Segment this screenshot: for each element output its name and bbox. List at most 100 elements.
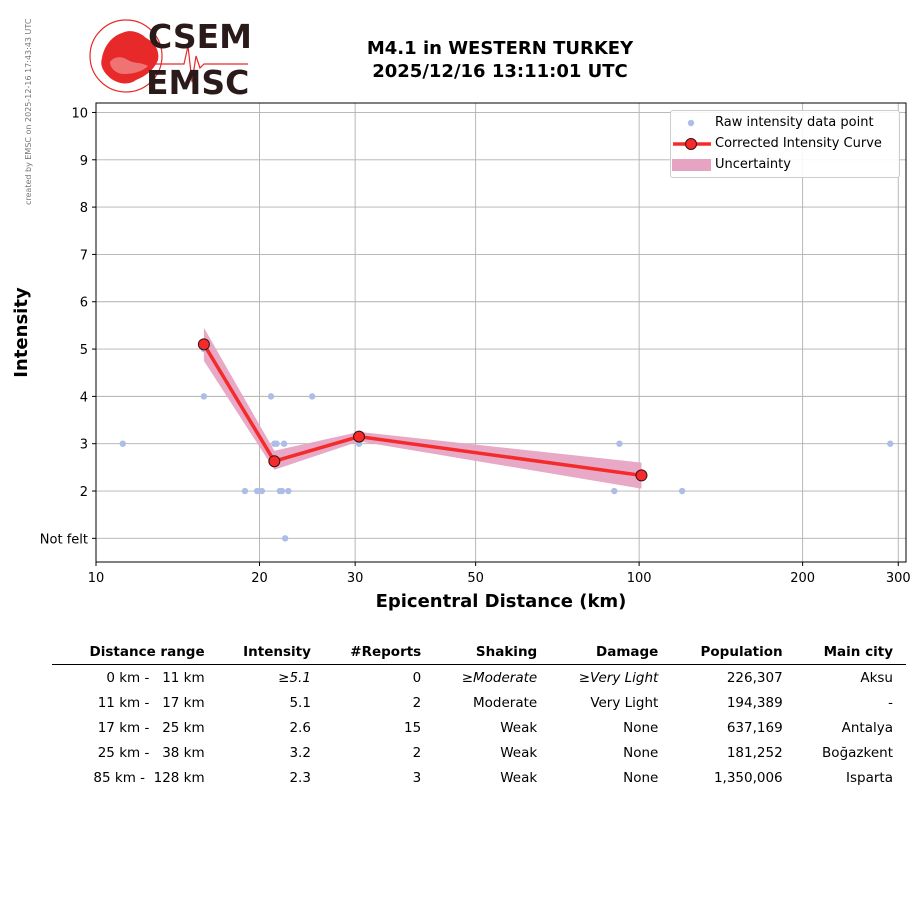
creation-credit: created by EMSC on 2025-12-16 17:43:43 U… <box>24 18 33 205</box>
table-row: 25 km - 38 km 3.2 2 Weak None 181,252 Bo… <box>52 740 906 765</box>
table-row: 85 km - 128 km 2.3 3 Weak None 1,350,006… <box>52 765 906 790</box>
cell-population: 1,350,006 <box>713 769 783 786</box>
x-tick-label: 10 <box>88 571 105 586</box>
raw-data-point <box>308 393 316 400</box>
raw-data-point <box>258 487 266 495</box>
header-distance-range: Distance range <box>89 644 205 660</box>
cell-distance-range: 11 km - 17 km <box>97 694 205 711</box>
cell-population: 181,252 <box>726 744 783 761</box>
raw-data-point <box>616 440 623 447</box>
y-tick-label: 3 <box>80 438 88 453</box>
cell-population: 637,169 <box>726 719 783 736</box>
header-main-city: Main city <box>823 644 893 660</box>
cell-reports: 0 <box>412 669 422 686</box>
header-damage: Damage <box>596 644 659 660</box>
y-tick-label: 10 <box>71 106 88 121</box>
table-row: 11 km - 17 km 5.1 2 Moderate Very Light … <box>52 690 906 715</box>
cell-damage: Very Light <box>590 694 659 711</box>
chart-title-datetime: 2025/12/16 13:11:01 UTC <box>372 61 628 82</box>
raw-points <box>119 345 894 542</box>
legend-label-uncertainty: Uncertainty <box>715 157 791 172</box>
logo-text-emsc: EMSC <box>146 63 249 100</box>
x-axis-label: Epicentral Distance (km) <box>376 591 627 612</box>
legend-symbol-uncertainty <box>672 159 711 171</box>
cell-main-city: Isparta <box>846 769 893 786</box>
raw-data-point <box>273 440 280 447</box>
corrected-curve <box>197 338 648 482</box>
grid <box>95 103 906 562</box>
chart-legend: Raw intensity data point Corrected Inten… <box>670 110 900 178</box>
y-tick-label: 5 <box>80 343 88 358</box>
header-intensity: Intensity <box>243 644 311 660</box>
y-tick-label: 4 <box>80 390 88 405</box>
y-tick-label: Not felt <box>40 532 88 547</box>
cell-population: 226,307 <box>726 669 783 686</box>
y-tick-label: 9 <box>80 154 88 169</box>
cell-damage: None <box>623 719 659 736</box>
x-tick-label: 50 <box>467 571 484 586</box>
raw-data-point <box>281 535 289 542</box>
x-tick-label: 100 <box>627 571 652 586</box>
header-reports: #Reports <box>350 644 422 660</box>
cell-main-city: Boğazkent <box>822 744 893 761</box>
raw-data-point <box>611 487 618 495</box>
cell-damage: ≥Very Light <box>578 669 659 686</box>
cell-distance-range: 85 km - 128 km <box>93 769 205 786</box>
cell-distance-range: 0 km - 11 km <box>106 669 205 686</box>
raw-data-point <box>285 487 292 495</box>
table-row: 17 km - 25 km 2.6 15 Weak None 637,169 A… <box>52 715 906 740</box>
curve-point <box>635 469 648 482</box>
legend-item-curve: Corrected Intensity Curve <box>671 134 899 154</box>
raw-data-point <box>278 487 286 495</box>
cell-reports: 2 <box>412 744 422 761</box>
y-axis-label: Intensity <box>11 287 32 378</box>
curve-point <box>197 338 210 351</box>
intensity-distance-chart: 10 20 30 50 100 200 300 Not felt 2 3 4 5 6 7 8 9 10 Epic… <box>11 102 911 612</box>
cell-distance-range: 25 km - 38 km <box>97 744 205 761</box>
cell-distance-range: 17 km - 25 km <box>97 719 205 736</box>
cell-main-city: - <box>888 694 893 711</box>
cell-intensity: 2.3 <box>289 769 311 786</box>
cell-intensity: 2.6 <box>289 719 311 736</box>
axis-ticks: 10 20 30 50 100 200 300 Not felt 2 3 4 5 6 7 8 9 10 <box>40 106 911 586</box>
cell-reports: 15 <box>404 719 422 736</box>
raw-data-point <box>267 393 275 400</box>
cell-damage: None <box>623 769 659 786</box>
intensity-summary-table: Distance range Intensity #Reports Shakin… <box>52 640 906 790</box>
header-population: Population <box>700 644 783 660</box>
logo-text-csem: CSEM <box>148 17 252 56</box>
plot-frame <box>95 102 907 563</box>
cell-shaking: Weak <box>500 719 538 736</box>
curve-point <box>353 430 366 443</box>
chart-title-event: M4.1 in WESTERN TURKEY <box>366 38 634 59</box>
raw-data-point <box>887 440 894 447</box>
raw-data-point <box>200 393 208 400</box>
cell-population: 194,389 <box>726 694 783 711</box>
raw-data-point <box>678 487 686 495</box>
y-tick-label: 2 <box>80 485 88 500</box>
legend-symbol-curve <box>673 138 711 150</box>
x-tick-label: 200 <box>790 571 815 586</box>
cell-shaking: Weak <box>500 769 538 786</box>
legend-label-curve: Corrected Intensity Curve <box>715 136 882 151</box>
csem-emsc-logo: CSEM EMSC <box>89 17 252 100</box>
cell-intensity: 3.2 <box>289 744 311 761</box>
raw-data-point <box>253 487 261 495</box>
cell-shaking: ≥Moderate <box>461 669 538 686</box>
header-shaking: Shaking <box>475 644 538 660</box>
y-tick-label: 8 <box>80 201 88 216</box>
raw-data-point <box>119 440 126 447</box>
cell-reports: 3 <box>412 769 422 786</box>
legend-symbol-raw <box>687 119 695 127</box>
table-header-row: Distance range Intensity #Reports Shakin… <box>52 640 906 665</box>
x-tick-label: 20 <box>251 571 268 586</box>
cell-shaking: Weak <box>500 744 538 761</box>
cell-main-city: Antalya <box>841 719 893 736</box>
raw-data-point <box>280 440 288 447</box>
cell-shaking: Moderate <box>473 694 538 711</box>
y-tick-label: 7 <box>80 248 88 263</box>
cell-intensity: ≥5.1 <box>278 669 311 686</box>
y-tick-label: 6 <box>80 296 88 311</box>
legend-item-raw: Raw intensity data point <box>671 113 899 133</box>
x-tick-label: 30 <box>347 571 364 586</box>
